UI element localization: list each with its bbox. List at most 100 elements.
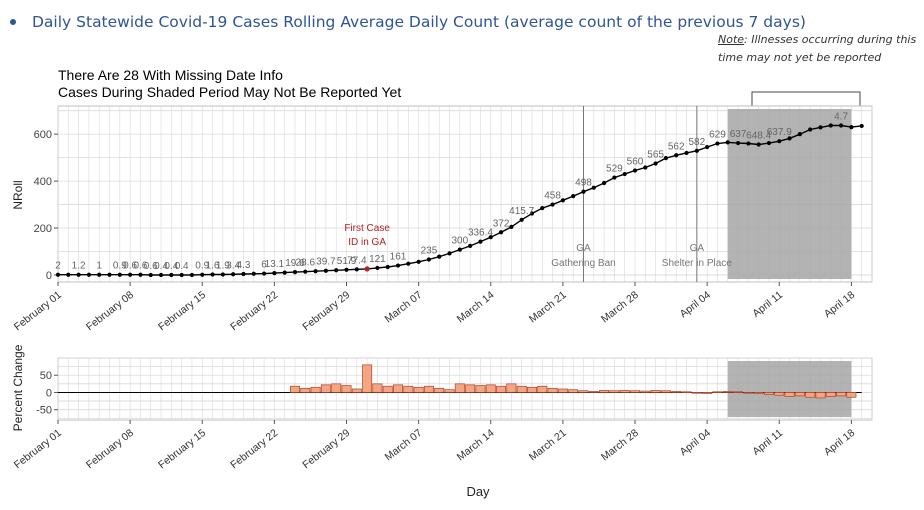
bar [599,390,610,393]
top-x-tick-label: April 18 [822,289,858,320]
bar [423,385,434,393]
bar [310,386,321,393]
point-label: 161 [390,252,407,263]
event-label: GA [576,243,591,254]
bar [516,385,527,393]
point-label: 51.9 [337,256,357,267]
data-point [128,272,133,277]
data-point [777,139,782,144]
data-point [632,168,638,173]
bar [660,390,671,393]
point-label: 0.9 [195,261,209,272]
data-point [385,264,390,270]
point-label: 560 [627,157,644,168]
bar [650,390,661,393]
bottom-shaded-period [727,361,852,417]
bar [372,383,383,393]
bar [702,392,713,394]
top-x-tick-label: March 28 [599,289,641,326]
data-point [622,171,627,177]
point-label: 629 [709,130,726,141]
bar [640,390,651,393]
point-label: 77.4 [347,255,367,266]
bar [413,386,424,393]
data-point [76,272,81,277]
heading-text: Daily Statewide Covid-19 Cases Rolling A… [32,13,806,31]
data-point [457,247,462,252]
top-x-tick-label: March 14 [455,289,497,326]
point-label: 0.4 [154,261,168,272]
data-point [468,243,473,248]
data-point [694,148,699,153]
data-point [828,123,833,128]
point-label: 0.6 [133,261,147,272]
data-point [766,140,772,146]
data-point [261,271,267,276]
note: Note: Illnesses occurring during this ti… [718,31,918,67]
data-point [602,180,607,186]
data-point [663,155,669,161]
point-label: 565 [647,149,664,160]
point-label: 1 [96,261,102,272]
bar [454,383,465,393]
event-label: GA [690,243,705,254]
data-point [571,194,576,199]
bar [784,392,795,397]
point-label: 1.6 [206,260,220,271]
bar [578,390,589,393]
data-point [354,267,359,272]
bar [691,392,702,394]
point-label: 637 [730,129,747,140]
point-label: 4.3 [237,260,251,271]
point-label: 28.6 [296,258,316,269]
data-point [395,263,401,268]
top-y-tick-label: 200 [34,223,52,235]
bottom-x-tick-label: February 08 [84,427,136,471]
data-point [591,185,596,190]
bar [681,391,692,393]
top-y-tick-label: 0 [46,270,52,282]
data-point [117,272,122,277]
bar [836,392,847,397]
bar [300,387,311,393]
data-point [220,272,225,277]
shaded-period-bracket [751,91,861,106]
data-point [540,205,545,211]
event-label: Gathering Ban [551,258,616,269]
top-chart-title: There Are 28 With Missing Date Info [58,67,283,83]
bar [506,383,517,393]
data-point [447,251,452,256]
data-point [581,189,586,194]
point-label: 121 [369,254,386,265]
data-point [797,132,802,137]
top-x-tick-label: April 04 [678,289,714,320]
bar [403,385,414,393]
bar [733,391,744,393]
point-label: 235 [421,245,438,256]
bar [526,386,537,393]
bar [753,392,764,394]
data-point [292,270,298,275]
bar [588,391,599,393]
bottom-y-axis-label: Percent Change [11,344,25,431]
data-point [787,136,792,141]
data-point [498,230,504,235]
event-label: Shelter in Place [662,258,732,269]
data-point [849,125,854,130]
data-point [323,268,328,273]
data-point [210,272,215,277]
top-x-tick-label: February 22 [228,289,280,333]
bar [774,392,785,396]
data-point [426,257,432,262]
top-y-tick-label: 400 [34,176,52,188]
bar [568,389,579,393]
point-label: 562 [668,141,685,152]
point-label: 19.6 [285,258,305,269]
bottom-y-tick-label: -50 [36,405,52,417]
point-label: 529 [606,164,623,175]
data-point [478,239,483,244]
data-point [303,269,308,274]
bar [763,392,774,395]
bar [475,385,486,393]
